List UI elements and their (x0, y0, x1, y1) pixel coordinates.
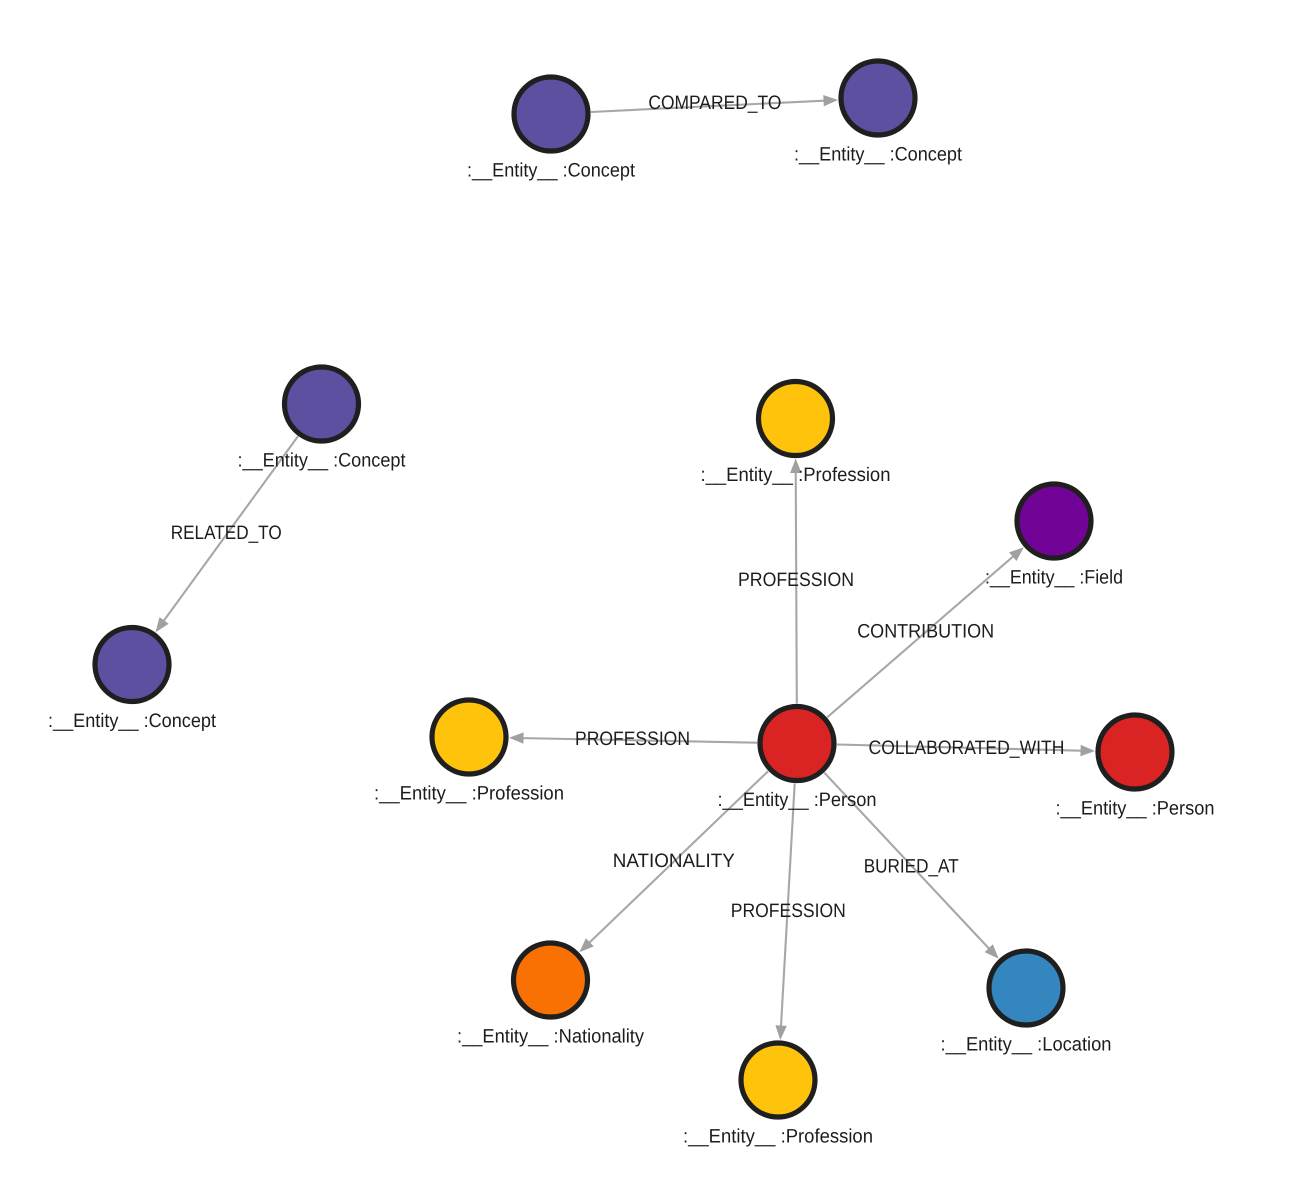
svg-text::__Entity__ :Concept: :__Entity__ :Concept (238, 450, 407, 472)
svg-text::__Entity__ :Profession: :__Entity__ :Profession (701, 464, 891, 486)
svg-text:COLLABORATED_WITH: COLLABORATED_WITH (869, 737, 1065, 759)
svg-text::__Entity__ :Profession: :__Entity__ :Profession (374, 783, 564, 805)
svg-text::__Entity__ :Concept: :__Entity__ :Concept (794, 144, 963, 166)
svg-text::__Entity__ :Concept: :__Entity__ :Concept (467, 160, 636, 182)
svg-text:PROFESSION: PROFESSION (738, 569, 854, 591)
svg-text:RELATED_TO: RELATED_TO (171, 522, 282, 544)
svg-text:PROFESSION: PROFESSION (731, 900, 846, 922)
svg-text:BURIED_AT: BURIED_AT (864, 856, 959, 878)
svg-text::__Entity__ :Field: :__Entity__ :Field (985, 567, 1123, 589)
svg-text::__Entity__ :Nationality: :__Entity__ :Nationality (457, 1026, 644, 1048)
svg-text::__Entity__ :Location: :__Entity__ :Location (941, 1034, 1112, 1056)
svg-text:NATIONALITY: NATIONALITY (613, 850, 735, 872)
svg-text::__Entity__ :Person: :__Entity__ :Person (718, 789, 877, 811)
svg-text::__Entity__ :Profession: :__Entity__ :Profession (683, 1126, 873, 1148)
svg-text:PROFESSION: PROFESSION (575, 728, 690, 750)
svg-text:CONTRIBUTION: CONTRIBUTION (857, 621, 994, 643)
svg-text::__Entity__ :Person: :__Entity__ :Person (1056, 798, 1215, 820)
svg-text::__Entity__ :Concept: :__Entity__ :Concept (48, 710, 217, 732)
svg-text:COMPARED_TO: COMPARED_TO (648, 92, 781, 114)
